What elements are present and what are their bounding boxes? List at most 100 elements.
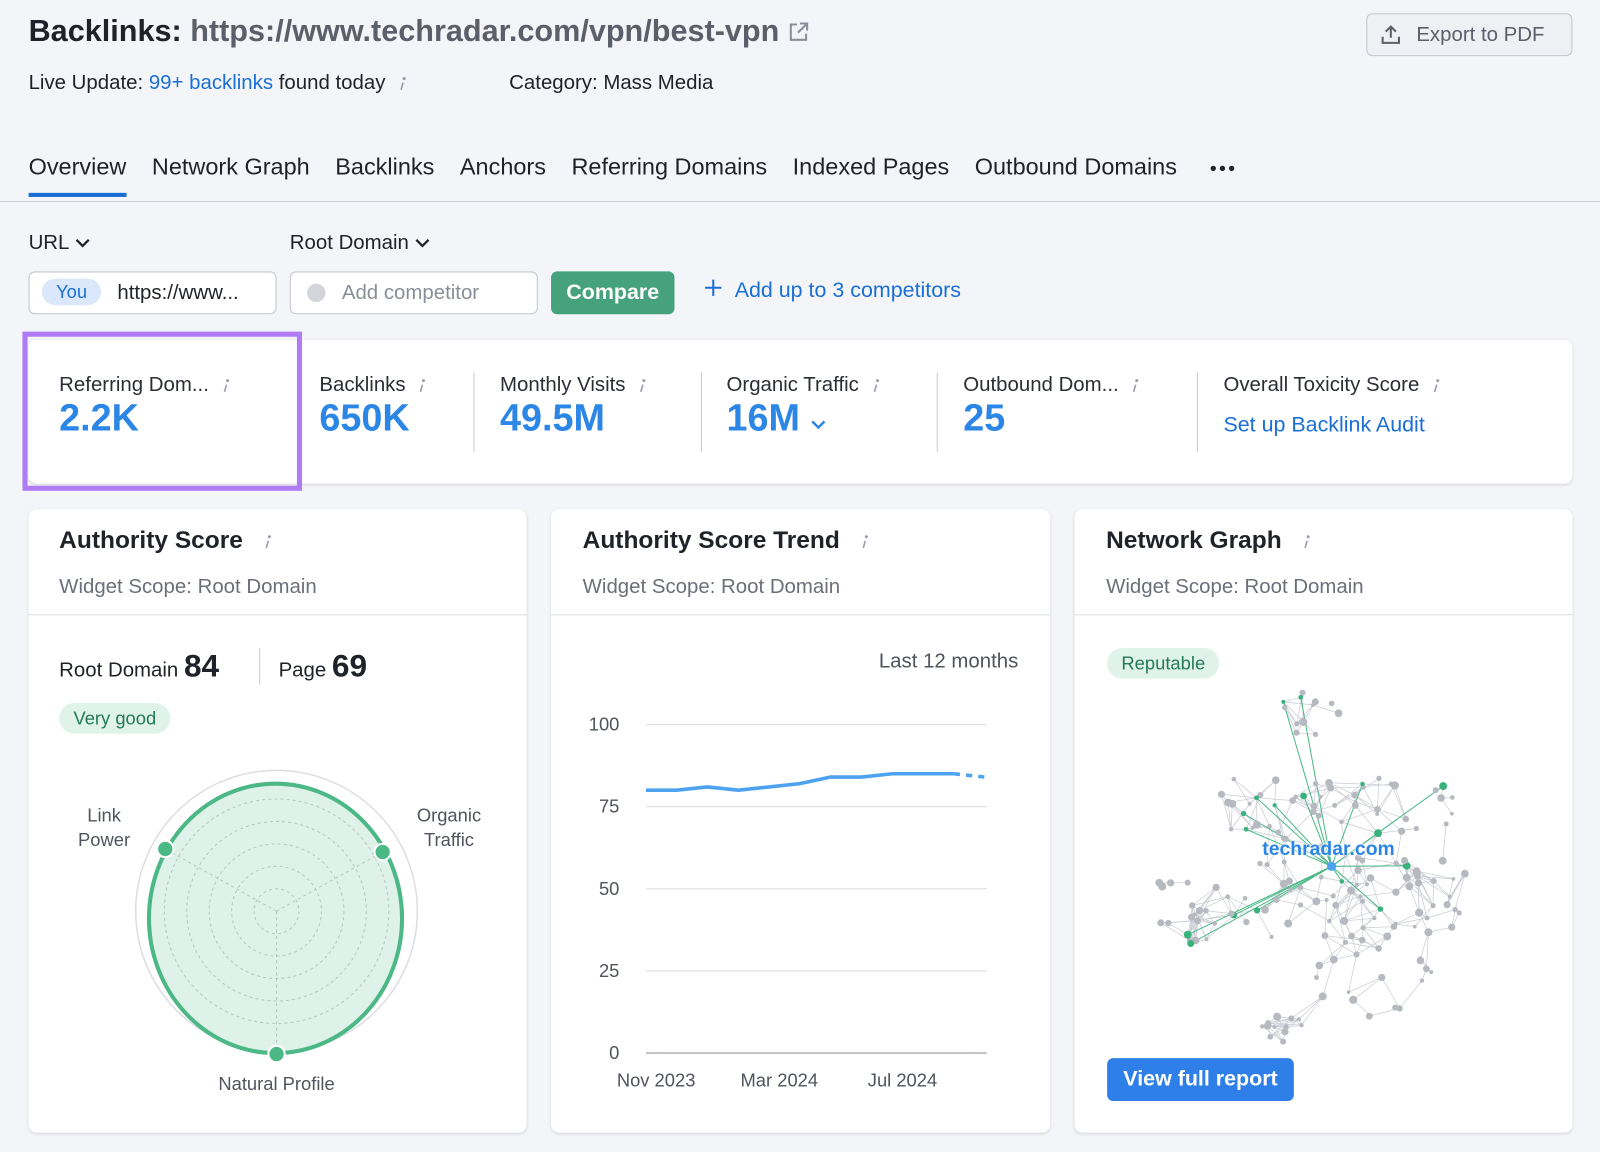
add-competitors[interactable]: Add up to 3 competitors [704,279,961,303]
graph-node [1317,843,1326,851]
view-report-button[interactable]: View full report [1107,1058,1294,1102]
graph-edge [1358,862,1397,871]
network-card: Network Graph Widget Scope: Root Domain … [1074,509,1573,1133]
graph-edge [1343,896,1361,922]
network-graph[interactable] [1074,509,1572,1132]
radar-point[interactable] [267,1044,286,1064]
metric[interactable]: Organic Traffic 16M [727,373,882,439]
graph-node [1166,879,1175,887]
metric-value: 16M [726,396,800,439]
metric-value: 650K [319,396,410,439]
graph-edges [1159,692,1466,1042]
external-link-icon[interactable] [788,20,810,42]
tab[interactable]: Outbound Domains [974,153,1177,180]
live-link[interactable]: 99+ backlinks [148,71,274,94]
radar-ring [231,865,322,957]
tab[interactable]: Anchors [459,153,546,180]
chevron[interactable] [810,418,826,430]
graph-node [1259,1024,1265,1029]
graph-node [1343,852,1349,858]
graph-node [1293,729,1300,736]
compare-button[interactable]: Compare [551,271,675,315]
graph-edge [1227,802,1232,830]
graph-edge [1363,926,1394,929]
info-icon[interactable] [636,376,648,394]
info-icon[interactable] [1129,376,1141,394]
graph-edge [1283,838,1285,862]
tab[interactable]: Backlinks [335,153,435,180]
dropdown-label: URL [28,231,69,255]
tab[interactable]: Network Graph [151,153,310,180]
graph-edge [1303,795,1333,867]
export-button[interactable]: Export to PDF [1366,13,1573,57]
metric[interactable]: Outbound Dom... 25 [963,373,1141,439]
graph-node [1358,936,1366,944]
graph-edge [1303,782,1330,797]
domain-dropdown[interactable]: Root Domain [290,232,431,255]
graph-node [1349,995,1358,1004]
graph-edge [1426,932,1429,969]
metric[interactable]: Backlinks 650K [319,373,428,439]
info-icon[interactable] [869,376,881,394]
info-icon[interactable] [1430,376,1442,394]
graph-edge [1341,821,1379,834]
graph-edge [1283,696,1301,703]
graph-edge [1324,935,1363,941]
you-field[interactable]: You https://www... [28,271,277,315]
period-label: Last 12 months [878,649,1019,673]
graph-edge [1380,908,1396,925]
title-text: Authority Score [59,526,243,555]
radar-point[interactable] [373,842,392,862]
graph-node [1281,1028,1289,1036]
graph-edge [1233,778,1257,799]
competitor-field[interactable]: Add competitor [289,271,538,315]
graph-node [1326,918,1332,924]
graph-node [1354,866,1362,874]
graph-edge [1292,800,1314,813]
graph-edge [1350,890,1375,919]
info-icon[interactable] [858,532,870,550]
graph-node [1252,820,1261,829]
graph-node [1299,689,1306,696]
info-icon[interactable] [219,376,231,394]
info-icon[interactable] [1300,532,1312,550]
graph-edge [1329,900,1363,922]
graph-node [1165,919,1172,927]
graph-edge [1245,828,1332,867]
tab[interactable]: Referring Domains [571,153,768,180]
tab[interactable]: Indexed Pages [792,153,950,180]
graph-node [1450,795,1455,800]
metric[interactable]: Referring Dom... 2.2K [59,373,231,439]
graph-node [1228,910,1235,917]
info-icon[interactable] [396,74,408,92]
radar-point[interactable] [156,839,175,859]
graph-edge [1187,865,1332,936]
widget-title: Network Graph [1106,527,1312,556]
title-url[interactable]: https://www.techradar.com/vpn/best-vpn [190,14,780,48]
graph-edge [1432,881,1434,906]
tab[interactable]: Overview [28,153,127,197]
graph-edge [1221,793,1257,799]
graph-edge [1282,701,1333,867]
graph-edge [1230,803,1233,830]
info-icon[interactable] [416,376,428,394]
graph-center-node [1327,861,1337,871]
metric[interactable]: Monthly Visits 49.5M [500,373,648,439]
export-icon [1381,25,1400,44]
graph-node [1217,790,1226,798]
graph-edge [1168,919,1199,924]
more-tabs[interactable] [1209,153,1240,180]
graph-edge [1355,805,1379,834]
graph-edge [1269,826,1285,863]
graph-edge [1267,1022,1287,1028]
graph-node [1378,973,1386,982]
info-icon[interactable] [261,532,273,550]
graph-node [1332,802,1338,808]
title-text: Network Graph [1106,526,1282,555]
url-dropdown[interactable]: URL [29,232,91,255]
graph-edge [1355,801,1378,810]
graph-edge [1344,917,1375,922]
audit-link[interactable]: Set up Backlink Audit [1223,413,1425,437]
graph-edge [1313,783,1317,807]
